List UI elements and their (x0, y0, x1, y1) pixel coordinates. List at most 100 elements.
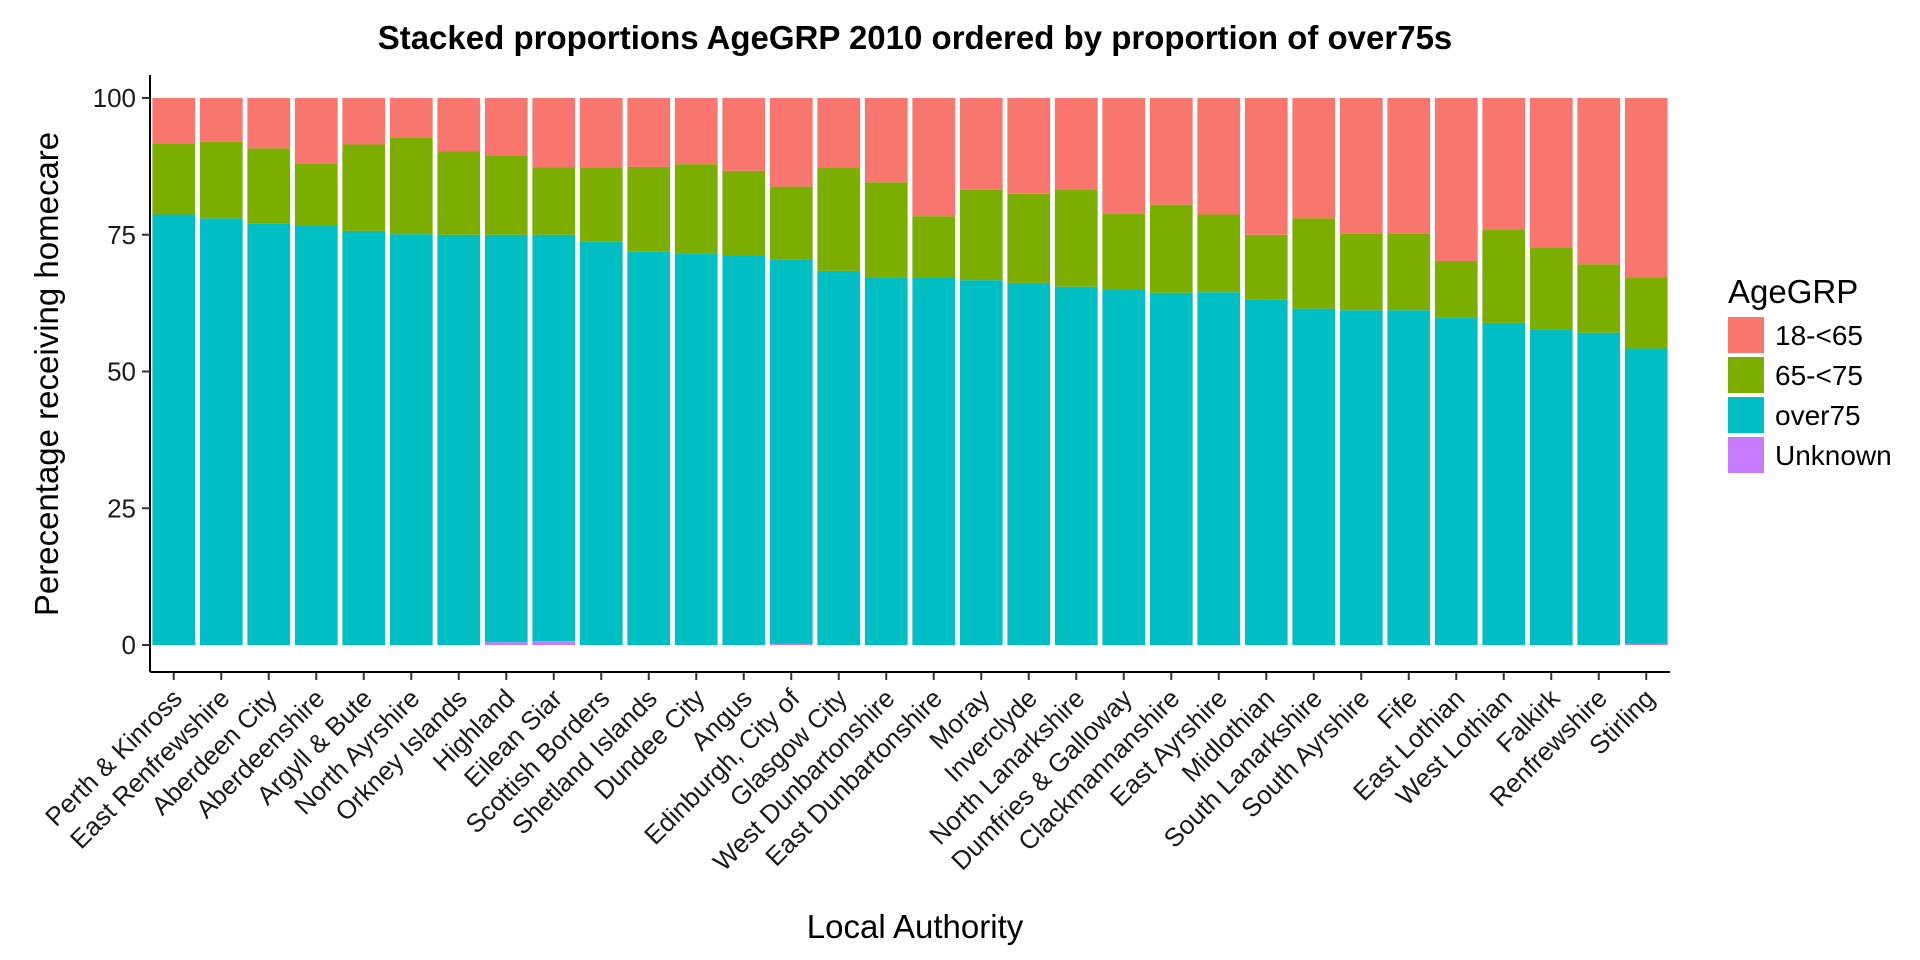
legend: AgeGRP 18-<65 65-<75 over75 Unknown (1728, 273, 1892, 473)
legend-key-65-<75 (1728, 357, 1764, 393)
bar-over75-28 (1434, 317, 1478, 645)
bar-18-<65-11 (627, 98, 671, 167)
bar-18-<65-12 (674, 98, 718, 165)
bar-Unknown-9 (532, 641, 576, 645)
bar-65-<75-4 (294, 163, 338, 226)
bar-over75-3 (247, 223, 291, 645)
bar-18-<65-21 (1102, 98, 1146, 214)
bar-over75-7 (437, 234, 481, 645)
bars-layer (152, 98, 1668, 646)
bar-over75-18 (959, 280, 1003, 645)
bar-65-<75-5 (342, 144, 386, 231)
legend-title: AgeGRP (1728, 273, 1858, 310)
bar-65-<75-16 (864, 182, 908, 278)
bar-18-<65-17 (912, 98, 956, 217)
bar-65-<75-15 (817, 168, 861, 271)
y-tick-label: 0 (122, 630, 136, 660)
bar-18-<65-6 (389, 98, 433, 138)
bar-65-<75-25 (1292, 218, 1336, 309)
legend-key-18-<65 (1728, 317, 1764, 353)
bar-65-<75-17 (912, 216, 956, 278)
bar-over75-26 (1339, 310, 1383, 645)
bar-65-<75-29 (1482, 229, 1526, 323)
bar-18-<65-9 (532, 98, 576, 168)
y-tick-label: 100 (93, 83, 136, 113)
bar-18-<65-14 (769, 98, 813, 187)
bar-over75-25 (1292, 308, 1336, 645)
bar-65-<75-6 (389, 137, 433, 235)
bar-65-<75-30 (1529, 247, 1573, 330)
bar-18-<65-20 (1054, 98, 1098, 190)
bar-18-<65-5 (342, 98, 386, 145)
bar-Unknown-14 (769, 643, 813, 645)
bar-65-<75-31 (1577, 264, 1621, 333)
bar-over75-2 (199, 218, 243, 645)
bar-over75-10 (579, 241, 623, 646)
bar-18-<65-1 (152, 98, 196, 144)
bar-18-<65-18 (959, 98, 1003, 190)
bar-65-<75-10 (579, 168, 623, 242)
bar-over75-27 (1387, 310, 1431, 645)
bar-65-<75-19 (1007, 193, 1051, 283)
bar-over75-19 (1007, 282, 1051, 645)
bar-over75-21 (1102, 290, 1146, 645)
bar-18-<65-10 (579, 98, 623, 169)
legend-key-Unknown (1728, 437, 1764, 473)
bar-over75-16 (864, 277, 908, 645)
bar-18-<65-8 (484, 98, 528, 156)
x-axis-title: Local Authority (807, 908, 1024, 945)
bar-65-<75-1 (152, 143, 196, 215)
bar-over75-30 (1529, 329, 1573, 645)
bar-over75-1 (152, 214, 196, 645)
bar-Unknown-8 (484, 642, 528, 645)
bar-65-<75-22 (1149, 204, 1193, 293)
bar-18-<65-23 (1197, 98, 1241, 215)
y-tick-label: 50 (107, 357, 136, 387)
bar-over75-22 (1149, 292, 1193, 645)
bar-Unknown-32 (1624, 643, 1668, 645)
bar-65-<75-21 (1102, 213, 1146, 290)
chart-title: Stacked proportions AgeGRP 2010 ordered … (378, 19, 1453, 56)
bar-18-<65-2 (199, 98, 243, 142)
bar-65-<75-12 (674, 164, 718, 254)
bar-18-<65-4 (294, 98, 338, 164)
bar-over75-4 (294, 226, 338, 645)
bar-over75-9 (532, 234, 576, 642)
bar-65-<75-28 (1434, 261, 1478, 318)
bar-over75-20 (1054, 286, 1098, 645)
bar-65-<75-23 (1197, 214, 1241, 293)
bar-65-<75-26 (1339, 233, 1383, 311)
bar-65-<75-8 (484, 155, 528, 235)
bar-65-<75-32 (1624, 277, 1668, 349)
legend-key-over75 (1728, 397, 1764, 433)
bar-over75-14 (769, 259, 813, 644)
bar-18-<65-19 (1007, 98, 1051, 194)
bar-over75-6 (389, 234, 433, 645)
bar-18-<65-22 (1149, 98, 1193, 205)
bar-65-<75-11 (627, 166, 671, 252)
bar-18-<65-7 (437, 98, 481, 152)
bar-18-<65-15 (817, 98, 861, 169)
bar-65-<75-14 (769, 186, 813, 260)
bar-over75-31 (1577, 332, 1621, 645)
bar-65-<75-27 (1387, 233, 1431, 311)
bar-18-<65-3 (247, 98, 291, 149)
bar-over75-12 (674, 253, 718, 645)
bar-18-<65-24 (1244, 98, 1288, 235)
bar-18-<65-27 (1387, 98, 1431, 234)
bar-65-<75-24 (1244, 234, 1288, 300)
bar-65-<75-2 (199, 141, 243, 219)
bar-over75-13 (722, 255, 766, 646)
bar-over75-11 (627, 251, 671, 645)
bar-over75-5 (342, 230, 386, 646)
legend-label: 65-<75 (1775, 360, 1863, 391)
bar-65-<75-3 (247, 148, 291, 224)
bar-18-<65-26 (1339, 98, 1383, 234)
legend-label: 18-<65 (1775, 320, 1863, 351)
legend-label: Unknown (1775, 440, 1892, 471)
bar-over75-15 (817, 270, 861, 645)
bar-over75-32 (1624, 348, 1668, 644)
bar-18-<65-25 (1292, 98, 1336, 219)
bar-18-<65-29 (1482, 98, 1526, 230)
